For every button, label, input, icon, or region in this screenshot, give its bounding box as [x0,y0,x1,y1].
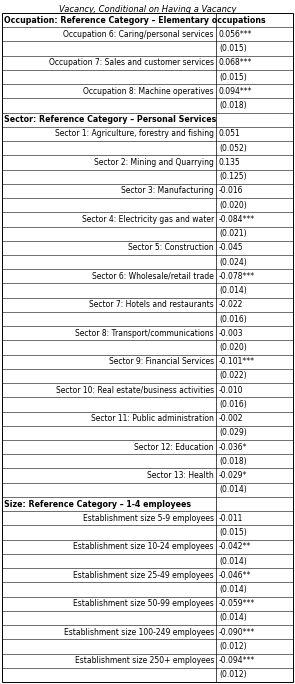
Text: -0.022: -0.022 [219,300,243,309]
Text: 0.051: 0.051 [219,129,241,138]
Text: -0.003: -0.003 [219,329,243,338]
Text: 0.135: 0.135 [219,158,241,167]
Text: Sector 4: Electricity gas and water: Sector 4: Electricity gas and water [82,215,214,224]
Text: -0.011: -0.011 [219,514,243,523]
Text: (0.014): (0.014) [219,286,247,295]
Text: Size: Reference Category – 1-4 employees: Size: Reference Category – 1-4 employees [4,499,191,509]
Text: -0.094***: -0.094*** [219,656,255,665]
Text: (0.024): (0.024) [219,258,247,267]
Text: -0.090***: -0.090*** [219,628,255,637]
Text: -0.036*: -0.036* [219,443,248,451]
Text: 0.094***: 0.094*** [219,87,253,96]
Text: Sector 12: Education: Sector 12: Education [135,443,214,451]
Text: (0.052): (0.052) [219,144,247,153]
Text: (0.014): (0.014) [219,585,247,594]
Text: 0.056***: 0.056*** [219,30,253,39]
Text: (0.014): (0.014) [219,614,247,622]
Text: Establishment size 50-99 employees: Establishment size 50-99 employees [73,599,214,608]
Text: (0.021): (0.021) [219,229,247,238]
Text: Occupation 8: Machine operatives: Occupation 8: Machine operatives [83,87,214,96]
Text: Vacancy, Conditional on Having a Vacancy: Vacancy, Conditional on Having a Vacancy [59,5,236,14]
Text: (0.018): (0.018) [219,457,247,466]
Text: (0.020): (0.020) [219,200,247,210]
Text: Establishment size 25-49 employees: Establishment size 25-49 employees [73,570,214,580]
Text: -0.059***: -0.059*** [219,599,255,608]
Text: (0.125): (0.125) [219,172,247,181]
Text: Sector 6: Wholesale/retail trade: Sector 6: Wholesale/retail trade [92,272,214,281]
Text: -0.045: -0.045 [219,244,243,252]
Text: Occupation 7: Sales and customer services: Occupation 7: Sales and customer service… [49,58,214,67]
Text: Sector 9: Financial Services: Sector 9: Financial Services [109,357,214,366]
Text: -0.029*: -0.029* [219,471,247,480]
Text: (0.015): (0.015) [219,44,247,53]
Text: (0.015): (0.015) [219,73,247,81]
Text: (0.020): (0.020) [219,343,247,352]
Text: (0.015): (0.015) [219,528,247,537]
Text: Sector 5: Construction: Sector 5: Construction [128,244,214,252]
Text: Sector 7: Hotels and restaurants: Sector 7: Hotels and restaurants [89,300,214,309]
Text: (0.016): (0.016) [219,400,247,409]
Text: Establishment size 5-9 employees: Establishment size 5-9 employees [83,514,214,523]
Text: Establishment size 250+ employees: Establishment size 250+ employees [75,656,214,665]
Text: Sector 1: Agriculture, forestry and fishing: Sector 1: Agriculture, forestry and fish… [55,129,214,138]
Text: (0.029): (0.029) [219,428,247,437]
Text: Establishment size 100-249 employees: Establishment size 100-249 employees [64,628,214,637]
Text: Sector 10: Real estate/business activities: Sector 10: Real estate/business activiti… [56,386,214,395]
Text: -0.002: -0.002 [219,415,243,423]
Text: -0.010: -0.010 [219,386,243,395]
Text: 0.068***: 0.068*** [219,58,252,67]
Text: Sector 2: Mining and Quarrying: Sector 2: Mining and Quarrying [94,158,214,167]
Text: Sector 3: Manufacturing: Sector 3: Manufacturing [121,187,214,196]
Text: -0.078***: -0.078*** [219,272,255,281]
Text: Sector 8: Transport/communications: Sector 8: Transport/communications [75,329,214,338]
Text: -0.016: -0.016 [219,187,243,196]
Text: Sector 13: Health: Sector 13: Health [147,471,214,480]
Text: (0.022): (0.022) [219,371,247,380]
Text: -0.046**: -0.046** [219,570,251,580]
Text: (0.014): (0.014) [219,486,247,495]
Text: (0.016): (0.016) [219,315,247,324]
Text: -0.101***: -0.101*** [219,357,255,366]
Text: -0.042**: -0.042** [219,542,251,551]
Text: (0.012): (0.012) [219,670,247,679]
Text: (0.012): (0.012) [219,642,247,651]
Text: Sector 11: Public administration: Sector 11: Public administration [91,415,214,423]
Text: Establishment size 10-24 employees: Establishment size 10-24 employees [73,542,214,551]
Text: (0.018): (0.018) [219,101,247,110]
Text: -0.084***: -0.084*** [219,215,255,224]
Text: Sector: Reference Category – Personal Services: Sector: Reference Category – Personal Se… [4,116,216,124]
Text: Occupation: Reference Category – Elementary occupations: Occupation: Reference Category – Element… [4,16,266,25]
Text: (0.014): (0.014) [219,557,247,566]
Text: Occupation 6: Caring/personal services: Occupation 6: Caring/personal services [63,30,214,39]
